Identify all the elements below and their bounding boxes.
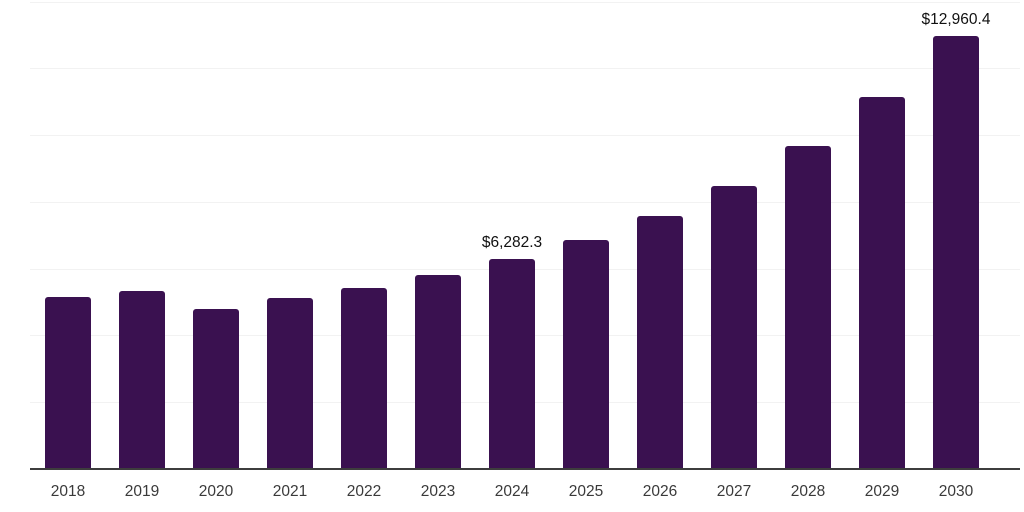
bar-2024: [489, 259, 535, 469]
bar-2020: [193, 308, 239, 469]
x-tick-2018: 2018: [50, 483, 86, 500]
bar-2026: [637, 215, 683, 469]
bar-2021: [267, 297, 313, 469]
bar-2028: [785, 146, 831, 469]
bar-2023: [415, 275, 461, 469]
x-tick-2027: 2027: [716, 483, 752, 500]
gridline-8000: [30, 201, 1020, 203]
bar-2022: [341, 287, 387, 469]
x-tick-2024: 2024: [494, 483, 530, 500]
x-axis-line: [30, 468, 1020, 470]
x-tick-2021: 2021: [272, 483, 308, 500]
x-tick-2030: 2030: [938, 483, 974, 500]
bar-2029: [859, 96, 905, 469]
bar-2019: [119, 290, 165, 469]
bar-2027: [711, 185, 757, 469]
x-tick-2020: 2020: [198, 483, 234, 500]
bar-2018: [45, 296, 91, 469]
bar-2025: [563, 239, 609, 469]
gridline-14000: [30, 1, 1020, 3]
x-tick-2019: 2019: [124, 483, 160, 500]
bar-value-label-2024: $6,282.3: [481, 234, 543, 252]
bar-value-label-2030: $12,960.4: [921, 11, 991, 29]
x-tick-2028: 2028: [790, 483, 826, 500]
bar-2030: [933, 36, 979, 469]
gridline-10000: [30, 135, 1020, 137]
x-tick-2023: 2023: [420, 483, 456, 500]
x-tick-2026: 2026: [642, 483, 678, 500]
x-tick-2025: 2025: [568, 483, 604, 500]
x-tick-2029: 2029: [864, 483, 900, 500]
gridline-12000: [30, 68, 1020, 70]
x-tick-2022: 2022: [346, 483, 382, 500]
